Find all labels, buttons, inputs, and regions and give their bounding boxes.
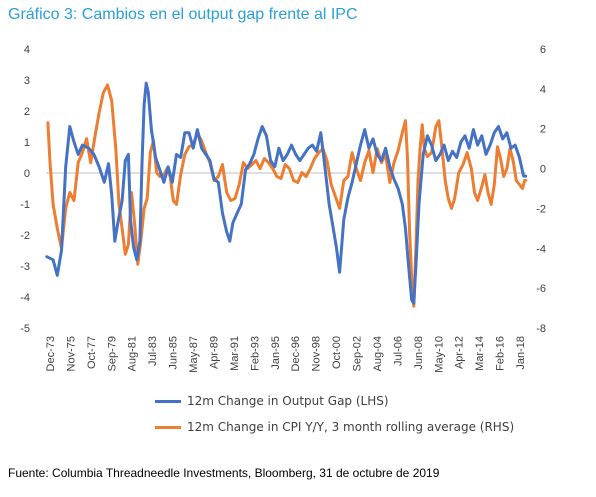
x-axis-tick-label: Jun-08 [413, 336, 425, 370]
x-axis-tick-label: Jul-83 [147, 336, 159, 366]
x-axis-tick-label: Oct-00 [331, 336, 343, 369]
left-axis-tick-label: -5 [20, 323, 30, 335]
legend-swatch-cpi [155, 425, 181, 429]
legend: 12m Change in Output Gap (LHS) 12m Chang… [155, 388, 514, 440]
x-axis-tick-label: Aug-04 [372, 336, 384, 371]
chart-title: Gráfico 3: Cambios en el output gap fren… [8, 6, 358, 23]
x-axis-tick-label: Mar-91 [229, 336, 241, 371]
x-axis-tick-label: Sep-79 [106, 336, 118, 371]
left-axis-tick-label: 0 [24, 168, 30, 180]
right-axis-tick-label: -4 [536, 243, 546, 255]
left-axis-tick-label: 1 [24, 137, 30, 149]
series-layer [45, 81, 528, 308]
x-axis-tick-label: Nov-98 [311, 336, 323, 371]
x-axis-tick-label: Nov-75 [65, 336, 77, 371]
x-axis-tick-label: Jan-18 [515, 336, 527, 370]
legend-label-cpi: 12m Change in CPI Y/Y, 3 month rolling a… [187, 420, 515, 434]
x-axis-tick-label: May-10 [433, 336, 445, 373]
legend-item-cpi: 12m Change in CPI Y/Y, 3 month rolling a… [155, 414, 514, 440]
right-axis-tick-label: 0 [540, 164, 546, 176]
line-chart: 4 3 2 1 0 -1 -2 -3 -4 -5 6 4 2 0 -2 -4 -6 -8 Dec-73 Nov-7… [20, 44, 546, 373]
x-axis-tick-label: Jun-85 [168, 336, 180, 370]
right-axis-tick-label: 4 [540, 84, 546, 96]
legend-item-output-gap: 12m Change in Output Gap (LHS) [155, 388, 514, 414]
right-axis-tick-label: -2 [536, 203, 546, 215]
source-note: Fuente: Columbia Threadneedle Investment… [8, 466, 440, 480]
x-axis-tick-label: May-87 [188, 336, 200, 373]
right-axis: 6 4 2 0 -2 -4 -6 -8 [536, 44, 546, 335]
left-axis-tick-label: -3 [20, 261, 30, 273]
x-axis-tick-label: Apr-12 [454, 336, 466, 369]
left-axis-tick-label: 3 [24, 75, 30, 87]
left-axis-tick-label: 4 [24, 44, 30, 56]
left-axis-tick-label: -2 [20, 230, 30, 242]
x-axis-tick-label: Sep-02 [352, 336, 364, 371]
x-axis-tick-label: Mar-14 [474, 336, 486, 371]
x-axis: Dec-73 Nov-75 Oct-77 Sep-79 Aug-81 Jul-83 Jun-… [45, 336, 527, 373]
right-axis-tick-label: 6 [540, 44, 546, 56]
x-axis-tick-label: Apr-89 [208, 336, 220, 369]
x-axis-tick-label: Aug-81 [127, 336, 139, 371]
x-axis-tick-label: Jan-95 [270, 336, 282, 370]
output-gap-series-line [45, 81, 528, 305]
left-axis-tick-label: -1 [20, 199, 30, 211]
x-axis-tick-label: Dec-96 [290, 336, 302, 371]
legend-label-output-gap: 12m Change in Output Gap (LHS) [187, 394, 389, 408]
x-axis-tick-label: Feb-93 [249, 336, 261, 371]
right-axis-tick-label: -6 [536, 283, 546, 295]
right-axis-tick-label: -8 [536, 323, 546, 335]
left-axis-tick-label: -4 [20, 292, 30, 304]
x-axis-tick-label: Oct-77 [86, 336, 98, 369]
left-axis: 4 3 2 1 0 -1 -2 -3 -4 -5 [20, 44, 30, 335]
legend-swatch-output-gap [155, 399, 181, 403]
left-axis-tick-label: 2 [24, 106, 30, 118]
x-axis-tick-label: Dec-73 [45, 336, 57, 371]
x-axis-tick-label: Jul-06 [392, 336, 404, 366]
x-axis-tick-label: Feb-16 [495, 336, 507, 371]
right-axis-tick-label: 2 [540, 124, 546, 136]
cpi-series-line [46, 83, 528, 308]
